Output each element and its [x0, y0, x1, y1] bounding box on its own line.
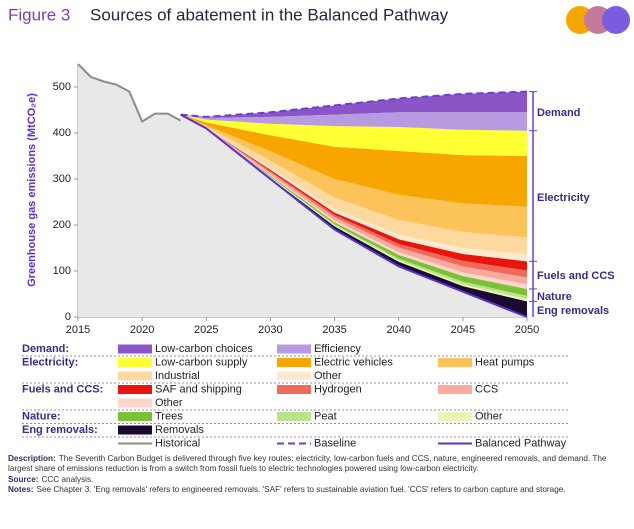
y-tick-label: 100 [53, 265, 71, 277]
group-annotation: Demand [537, 107, 580, 119]
note-text: See Chapter 3. 'Eng removals' refers to … [36, 485, 566, 495]
x-tick-label: 2045 [451, 324, 475, 336]
y-tick-label: 0 [65, 311, 71, 323]
legend-swatch [438, 358, 472, 367]
legend-swatch [277, 385, 311, 394]
x-tick-label: 2050 [515, 324, 539, 336]
legend-label: Electric vehicles [314, 356, 393, 368]
legend-group-label: Demand: [22, 343, 69, 355]
group-annotation: Nature [537, 291, 572, 303]
legend-swatch [118, 385, 152, 394]
y-tick-label: 400 [53, 127, 71, 139]
legend-label: SAF and shipping [155, 383, 242, 395]
area [180, 114, 527, 156]
legend-group-label: Electricity: [22, 356, 78, 368]
legend-group-label: Nature: [22, 410, 61, 422]
legend-label: Trees [155, 410, 183, 422]
note: Source: CCC analysis. [8, 475, 624, 485]
y-tick-label: 300 [53, 173, 71, 185]
chart: Figure 3 Sources of abatement in the Bal… [8, 5, 630, 449]
legend-swatch [277, 344, 311, 354]
legend-label: Other [475, 410, 503, 422]
line [180, 113, 528, 318]
legend-label: Baseline [314, 437, 356, 449]
legend-label: Peat [314, 410, 337, 422]
area [180, 114, 527, 207]
historical-fill [78, 64, 181, 317]
y-tick-label: 200 [53, 219, 71, 231]
legend-label: Balanced Pathway [475, 437, 567, 449]
legend-label: Hydrogen [314, 383, 362, 395]
note: Notes: See Chapter 3. 'Eng removals' refe… [8, 485, 624, 495]
legend-group-label: Fuels and CCS: [22, 383, 103, 395]
figure-number: Figure 3 [8, 5, 70, 24]
legend-swatch [118, 344, 152, 354]
area [180, 112, 527, 131]
group-annotation: Electricity [537, 192, 590, 204]
line [77, 63, 182, 123]
legend-label: Heat pumps [475, 356, 535, 368]
note-label: Source: [8, 474, 39, 484]
logo [566, 6, 630, 34]
legend-label: Low-carbon supply [155, 356, 248, 368]
y-tick-label: 500 [53, 81, 71, 93]
group-annotation: Eng removals [537, 305, 609, 317]
note-label: Notes: [8, 485, 34, 495]
pathway-fill [180, 114, 527, 317]
legend-label: Low-carbon choices [155, 343, 253, 355]
legend-label: Other [314, 370, 342, 382]
legend-label: CCS [475, 383, 498, 395]
notes: Description: The Seventh Carbon Budget is… [8, 454, 624, 496]
legend-swatch [118, 412, 152, 421]
legend-swatch [277, 412, 311, 421]
legend-swatch [438, 385, 472, 394]
x-tick-label: 2030 [258, 324, 282, 336]
legend-label: Removals [155, 424, 204, 436]
x-tick-label: 2040 [386, 324, 410, 336]
legend-swatch [277, 358, 311, 367]
legend-label: Historical [155, 437, 200, 449]
legend-swatch [118, 358, 152, 367]
note-text: CCC analysis. [41, 474, 94, 484]
area [180, 114, 527, 317]
legend-swatch [277, 371, 311, 381]
legend-swatch [118, 398, 152, 408]
y-axis-label: Greenhouse gas emissions (MtCO₂e) [26, 93, 38, 287]
area [180, 114, 527, 238]
legend-label: Industrial [155, 370, 200, 382]
line [180, 90, 528, 118]
legend-swatch [118, 425, 152, 435]
x-tick-label: 2025 [194, 324, 218, 336]
group-annotation: Fuels and CCS [537, 270, 615, 282]
x-tick-label: 2020 [130, 324, 154, 336]
chart-title: Sources of abatement in the Balanced Pat… [90, 5, 449, 24]
legend-swatch [438, 412, 472, 421]
note: Description: The Seventh Carbon Budget is… [8, 454, 624, 475]
legend-label: Other [155, 397, 183, 409]
x-tick-label: 2015 [66, 324, 90, 336]
legend-swatch [118, 371, 152, 381]
legend-group-label: Eng removals: [22, 424, 98, 436]
x-tick-label: 2035 [322, 324, 346, 336]
area [180, 114, 527, 255]
note-label: Description: [8, 454, 56, 463]
area [180, 91, 527, 118]
legend-label: Efficiency [314, 343, 361, 355]
note-text: The Seventh Carbon Budget is delivered t… [8, 454, 607, 474]
